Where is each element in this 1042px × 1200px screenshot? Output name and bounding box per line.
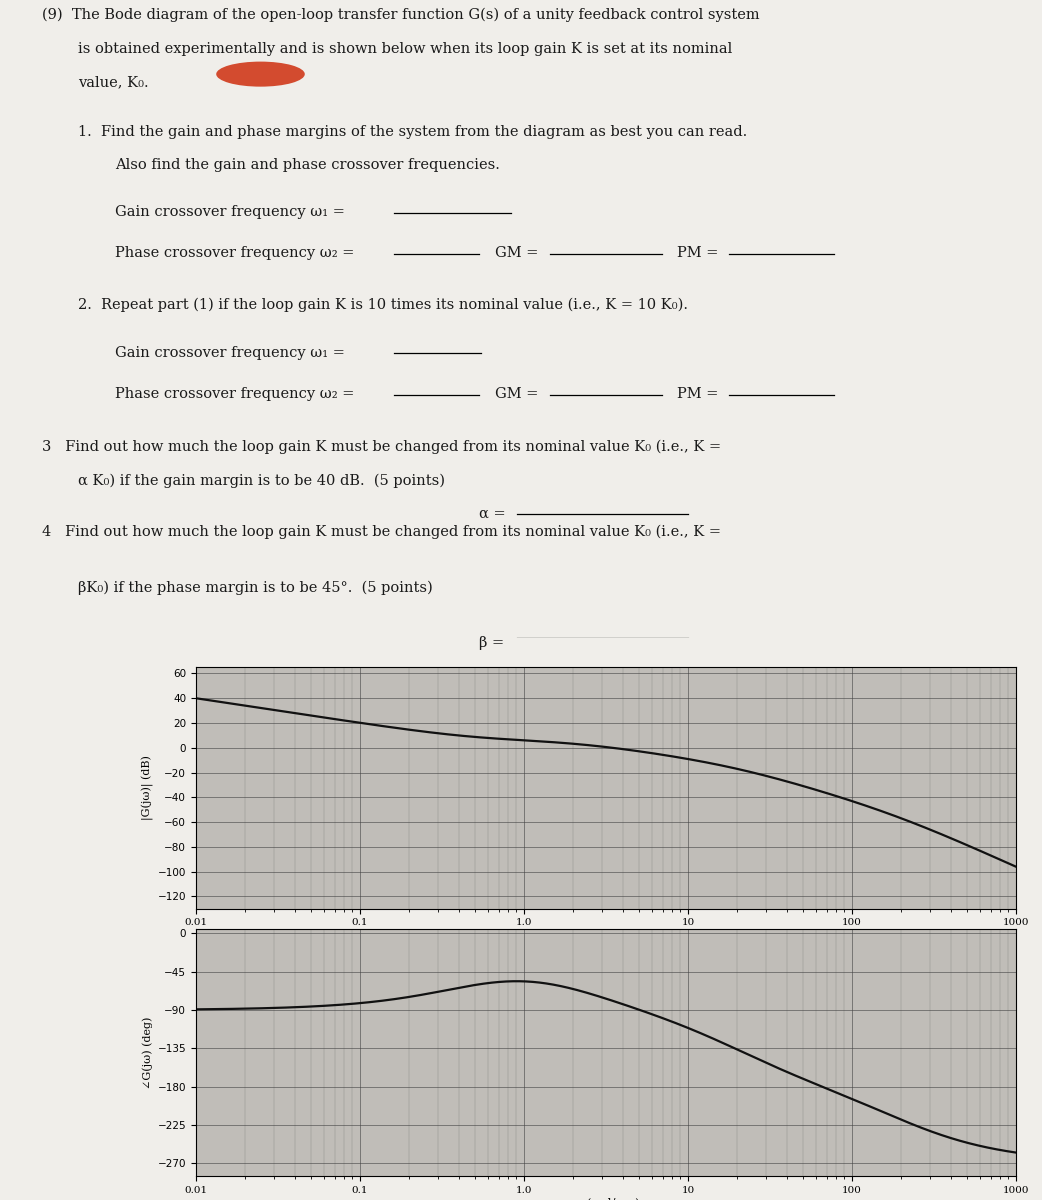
Text: PM =: PM = (677, 388, 719, 401)
Y-axis label: ∠G(jω) (deg): ∠G(jω) (deg) (143, 1016, 153, 1088)
Text: 1.  Find the gain and phase margins of the system from the diagram as best you c: 1. Find the gain and phase margins of th… (78, 125, 747, 139)
Text: α =: α = (479, 506, 506, 521)
Text: 2.  Repeat part (1) if the loop gain K is 10 times its nominal value (i.e., K = : 2. Repeat part (1) if the loop gain K is… (78, 298, 688, 312)
Text: GM =: GM = (495, 388, 539, 401)
X-axis label: w (rad/sec): w (rad/sec) (572, 930, 640, 943)
X-axis label: w (rad/sec): w (rad/sec) (572, 1198, 640, 1200)
Text: Gain crossover frequency ω₁ =: Gain crossover frequency ω₁ = (115, 205, 345, 220)
Text: 3   Find out how much the loop gain K must be changed from its nominal value K₀ : 3 Find out how much the loop gain K must… (42, 439, 721, 454)
Text: (9)  The Bode diagram of the open-loop transfer function G(s) of a unity feedbac: (9) The Bode diagram of the open-loop tr… (42, 8, 760, 23)
Text: value, K₀.: value, K₀. (78, 76, 149, 90)
Text: GM =: GM = (495, 246, 539, 260)
Y-axis label: |G(jω)| (dB): |G(jω)| (dB) (142, 756, 153, 821)
Text: Gain crossover frequency ω₁ =: Gain crossover frequency ω₁ = (115, 346, 345, 360)
Text: Phase crossover frequency ω₂ =: Phase crossover frequency ω₂ = (115, 388, 354, 401)
Text: Also find the gain and phase crossover frequencies.: Also find the gain and phase crossover f… (115, 157, 499, 172)
Text: is obtained experimentally and is shown below when its loop gain K is set at its: is obtained experimentally and is shown … (78, 42, 733, 55)
Text: PM =: PM = (677, 246, 719, 260)
Text: βK₀) if the phase margin is to be 45°.  (5 points): βK₀) if the phase margin is to be 45°. (… (78, 581, 432, 595)
Text: α K₀) if the gain margin is to be 40 dB.  (5 points): α K₀) if the gain margin is to be 40 dB.… (78, 474, 445, 488)
Text: 4   Find out how much the loop gain K must be changed from its nominal value K₀ : 4 Find out how much the loop gain K must… (42, 524, 721, 539)
Ellipse shape (217, 61, 305, 86)
Text: Phase crossover frequency ω₂ =: Phase crossover frequency ω₂ = (115, 246, 354, 260)
Text: β =: β = (479, 636, 504, 650)
